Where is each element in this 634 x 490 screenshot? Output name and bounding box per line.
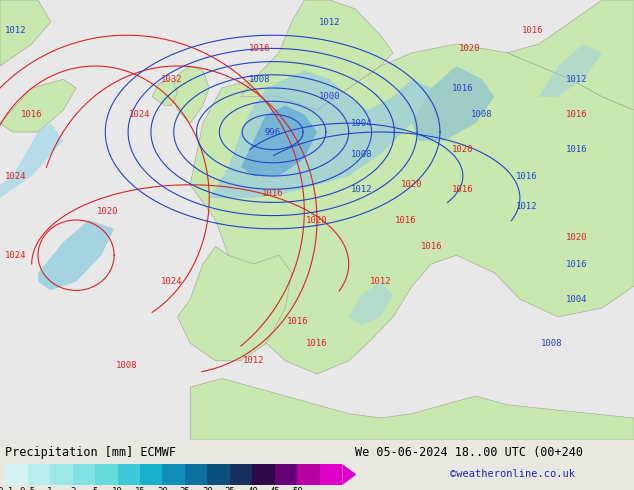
Text: 1004: 1004: [351, 119, 372, 128]
Polygon shape: [171, 66, 209, 123]
Bar: [95, 464, 117, 485]
Bar: [27, 464, 50, 485]
Text: 1012: 1012: [370, 277, 391, 286]
Polygon shape: [507, 0, 634, 110]
Text: 1020: 1020: [306, 216, 328, 224]
Text: 15: 15: [134, 487, 145, 490]
Text: 1024: 1024: [160, 277, 182, 286]
Text: 45: 45: [269, 487, 280, 490]
Text: 1008: 1008: [471, 110, 493, 119]
Polygon shape: [342, 464, 356, 485]
Text: 1016: 1016: [21, 110, 42, 119]
Polygon shape: [190, 378, 634, 440]
Text: 1000: 1000: [319, 92, 340, 101]
Polygon shape: [412, 66, 495, 141]
Bar: [297, 464, 320, 485]
Text: We 05-06-2024 18..00 UTC (00+240: We 05-06-2024 18..00 UTC (00+240: [355, 446, 583, 459]
Text: Precipitation [mm] ECMWF: Precipitation [mm] ECMWF: [5, 446, 176, 459]
Text: 0.1: 0.1: [0, 487, 13, 490]
Text: 1012: 1012: [351, 185, 372, 194]
Bar: [50, 464, 72, 485]
Bar: [252, 464, 275, 485]
Text: 1016: 1016: [522, 26, 543, 35]
Polygon shape: [190, 44, 634, 374]
Text: 1008: 1008: [351, 149, 372, 158]
Polygon shape: [152, 79, 178, 106]
Polygon shape: [241, 106, 317, 176]
Text: 25: 25: [179, 487, 190, 490]
Text: 1008: 1008: [116, 361, 138, 370]
Bar: [162, 464, 185, 485]
Polygon shape: [349, 282, 393, 326]
Text: 5: 5: [93, 487, 98, 490]
Polygon shape: [0, 123, 63, 198]
Polygon shape: [178, 246, 292, 361]
Text: 35: 35: [224, 487, 235, 490]
Text: 1016: 1016: [287, 317, 309, 326]
Polygon shape: [209, 71, 431, 198]
Text: ©weatheronline.co.uk: ©weatheronline.co.uk: [450, 469, 575, 479]
Polygon shape: [0, 0, 51, 66]
Text: 1020: 1020: [452, 145, 474, 154]
Bar: [320, 464, 342, 485]
Text: 1020: 1020: [458, 44, 480, 53]
Text: 1016: 1016: [515, 172, 537, 180]
Text: 1: 1: [48, 487, 53, 490]
Text: 1020: 1020: [566, 233, 588, 242]
Text: 1024: 1024: [129, 110, 150, 119]
Bar: [207, 464, 230, 485]
Text: 996: 996: [264, 127, 281, 137]
Text: 1016: 1016: [566, 260, 588, 269]
Text: 1016: 1016: [249, 44, 271, 53]
Text: 1032: 1032: [160, 74, 182, 84]
Bar: [72, 464, 95, 485]
Text: 1024: 1024: [5, 172, 27, 180]
Text: 1016: 1016: [262, 189, 283, 198]
Bar: [230, 464, 252, 485]
Text: 1016: 1016: [566, 145, 588, 154]
Text: 50: 50: [292, 487, 303, 490]
Text: 1020: 1020: [97, 207, 119, 216]
Polygon shape: [241, 0, 393, 110]
Text: 1012: 1012: [515, 202, 537, 211]
Text: 10: 10: [112, 487, 123, 490]
Text: 1008: 1008: [541, 339, 562, 348]
Text: 1016: 1016: [420, 242, 442, 251]
Text: 1024: 1024: [5, 251, 27, 260]
Bar: [140, 464, 162, 485]
Text: 1008: 1008: [249, 74, 271, 84]
Text: 1016: 1016: [566, 110, 588, 119]
Text: 40: 40: [247, 487, 258, 490]
Polygon shape: [539, 44, 602, 97]
Bar: [185, 464, 207, 485]
Text: 20: 20: [157, 487, 168, 490]
Polygon shape: [0, 79, 76, 132]
Text: 0.5: 0.5: [20, 487, 36, 490]
Polygon shape: [38, 220, 114, 291]
Bar: [275, 464, 297, 485]
Text: 1012: 1012: [243, 356, 264, 366]
Text: 1016: 1016: [452, 83, 474, 93]
Text: 1016: 1016: [452, 185, 474, 194]
Text: 30: 30: [202, 487, 213, 490]
Text: 1012: 1012: [5, 26, 27, 35]
Text: 1004: 1004: [566, 294, 588, 304]
Bar: [117, 464, 140, 485]
Text: 1020: 1020: [401, 180, 423, 189]
Text: 1012: 1012: [319, 18, 340, 26]
Text: 1016: 1016: [395, 216, 417, 224]
Text: 1012: 1012: [566, 74, 588, 84]
Text: 1016: 1016: [306, 339, 328, 348]
Text: 2: 2: [70, 487, 75, 490]
Bar: [5, 464, 27, 485]
